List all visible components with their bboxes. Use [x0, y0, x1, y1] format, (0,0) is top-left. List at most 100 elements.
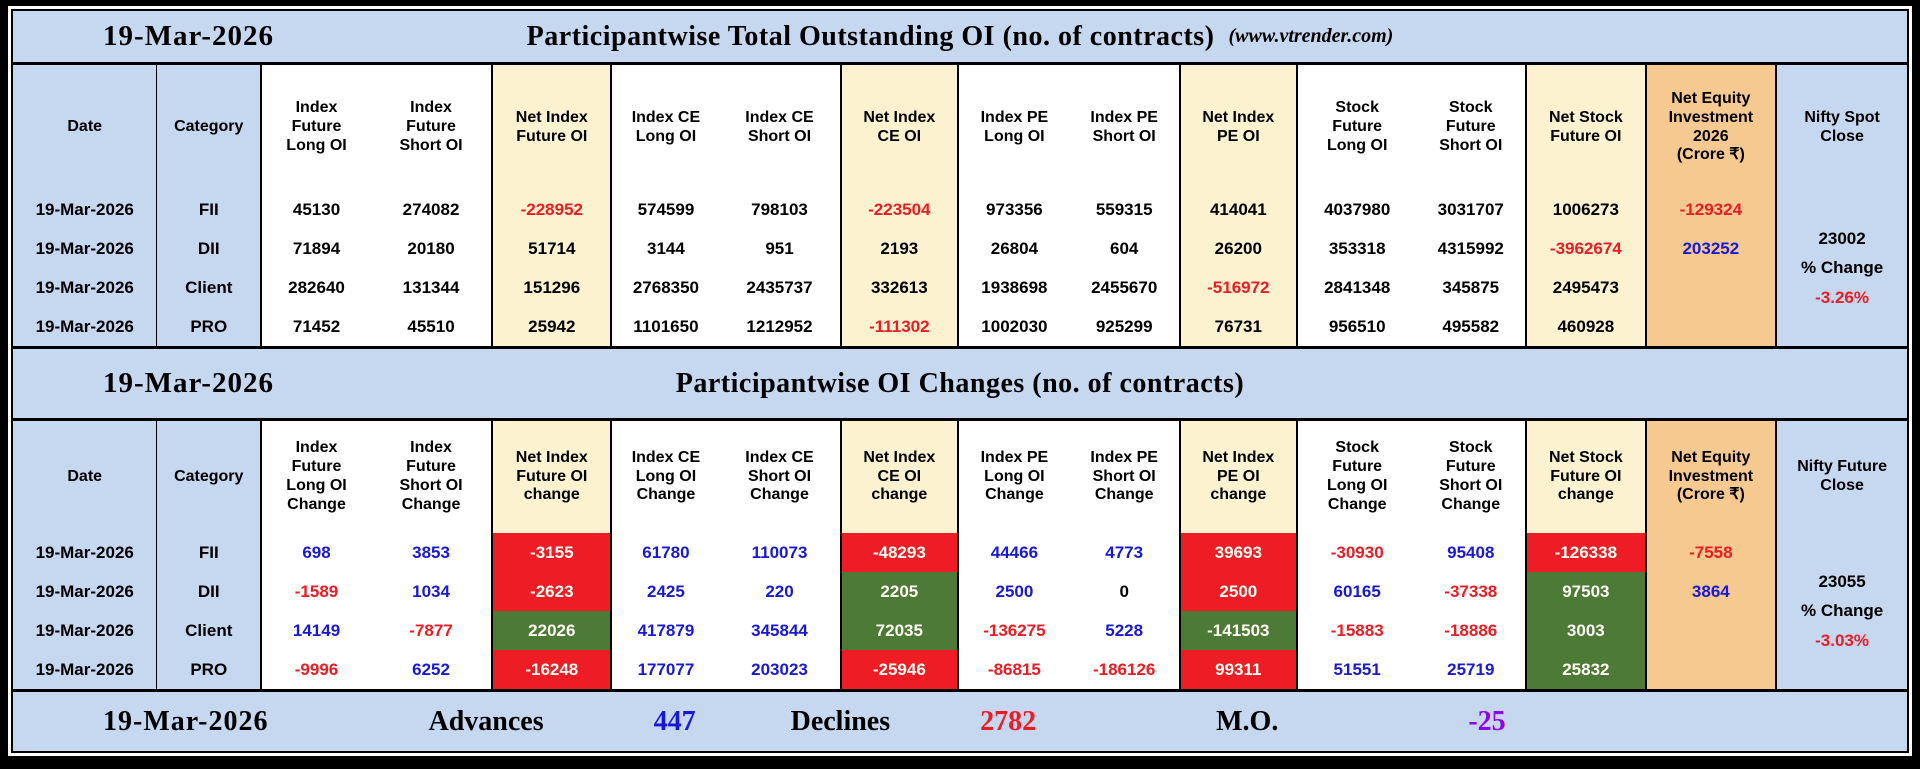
pct-change-value: -3.26%: [1815, 287, 1870, 307]
table-row: 19-Mar-2026 DII 71894 20180 51714 3144 951 2193…: [13, 229, 1907, 268]
table-cell: 345875: [1416, 268, 1528, 307]
table-cell: -111302: [840, 307, 960, 346]
column-header: Index PE Long OI Change: [958, 421, 1070, 533]
oi-changes-table-wrap: Date Category Index Future Long OI Change I…: [13, 421, 1907, 689]
column-header: Net Stock Future OI: [1526, 65, 1647, 190]
table-row: 19-Mar-2026 FII 45130 274082 -228952 574599 79…: [13, 190, 1907, 346]
column-header: Stock Future Long OI Change: [1297, 421, 1417, 533]
outstanding-oi-date: 19-Mar-2026: [103, 20, 274, 52]
table-cell: [1645, 268, 1778, 307]
table-cell: 1212952: [719, 307, 842, 346]
column-header: Net Index PE OI change: [1179, 421, 1299, 533]
table-cell: 1034: [370, 572, 494, 611]
column-header: Index CE Long OI Change: [611, 421, 720, 533]
table-cell: 417879: [611, 611, 720, 650]
pct-change-label: % Change: [1800, 601, 1884, 620]
column-header: Index PE Short OI: [1069, 65, 1181, 190]
table-cell: 45510: [370, 307, 494, 346]
summary-date: 19-Mar-2026: [103, 705, 269, 737]
table-cell: 3144: [611, 229, 720, 268]
table-cell: 177077: [611, 650, 720, 689]
close-value: 23002: [1818, 228, 1866, 248]
table-cell: 1101650: [611, 307, 720, 346]
table-cell: 203252: [1645, 229, 1778, 268]
table-cell: [1645, 307, 1778, 346]
mo-label: M.O.: [1216, 705, 1279, 737]
header-row: Date Category Index Future Long OI Index Fu…: [13, 65, 1907, 190]
table-row: 19-Mar-2026 FII 698 3853 -3155 61780 110073 -48…: [13, 533, 1907, 689]
column-header: Date: [13, 65, 158, 190]
column-header: Index Future Long OI: [261, 65, 371, 190]
table-cell: 20180: [370, 229, 494, 268]
table-cell: [1645, 611, 1778, 650]
table-cell: 2768350: [611, 268, 720, 307]
table-cell: -25946: [840, 650, 960, 689]
oi-changes-title: Participantwise OI Changes (no. of contr…: [675, 367, 1245, 399]
outstanding-oi-table: Date Category Index Future Long OI Index Fu…: [13, 65, 1907, 346]
table-cell: 14149: [261, 611, 371, 650]
column-header: Nifty Future Close: [1776, 421, 1907, 533]
table-cell: 151296: [492, 268, 613, 307]
column-header: Index CE Long OI: [611, 65, 720, 190]
column-header: Net Index CE OI change: [840, 421, 960, 533]
table-cell: 3853: [370, 533, 494, 572]
column-header: Net Index Future OI: [492, 65, 613, 190]
table-cell: 25832: [1526, 650, 1647, 689]
table-row: 19-Mar-2026 DII -1589 1034 -2623 2425 220 2205 2…: [13, 572, 1907, 611]
table-cell: -15883: [1297, 611, 1417, 650]
table-cell: 956510: [1297, 307, 1417, 346]
outstanding-oi-titlebar: 19-Mar-2026 Participantwise Total Outsta…: [13, 11, 1907, 65]
column-header: Index Future Short OI Change: [370, 421, 494, 533]
table-cell: 45130: [261, 190, 371, 229]
market-summary-bar: 19-Mar-2026 Advances 447 Declines 2782 M…: [13, 689, 1907, 751]
column-header: Net Equity Investment (Crore ₹): [1645, 421, 1778, 533]
table-cell: 495582: [1416, 307, 1528, 346]
table-cell: -223504: [840, 190, 960, 229]
table-cell: -141503: [1179, 611, 1299, 650]
pct-change-value: -3.03%: [1815, 630, 1870, 650]
table-cell: 460928: [1526, 307, 1647, 346]
table-cell: -186126: [1069, 650, 1181, 689]
category-cell: Client: [156, 611, 263, 650]
date-cell: 19-Mar-2026: [13, 533, 158, 572]
category-cell: PRO: [156, 307, 263, 346]
close-column-cell: 23002 % Change -3.26%: [1776, 190, 1907, 346]
table-row: 19-Mar-2026 PRO 71452 45510 25942 1101650 1212…: [13, 307, 1907, 346]
table-cell: -9996: [261, 650, 371, 689]
table-cell: 71894: [261, 229, 371, 268]
table-cell: 2495473: [1526, 268, 1647, 307]
column-header: Category: [156, 421, 263, 533]
category-cell: DII: [156, 572, 263, 611]
column-header: Index CE Short OI Change: [719, 421, 842, 533]
column-header: Stock Future Long OI: [1297, 65, 1417, 190]
date-cell: 19-Mar-2026: [13, 307, 158, 346]
table-cell: 72035: [840, 611, 960, 650]
date-cell: 19-Mar-2026: [13, 268, 158, 307]
table-cell: 973356: [958, 190, 1070, 229]
table-cell: -7558: [1645, 533, 1778, 572]
table-cell: -126338: [1526, 533, 1647, 572]
table-cell: 22026: [492, 611, 613, 650]
category-cell: FII: [156, 190, 263, 229]
table-cell: -18886: [1416, 611, 1528, 650]
table-cell: 26804: [958, 229, 1070, 268]
table-cell: 2500: [958, 572, 1070, 611]
table-cell: 353318: [1297, 229, 1417, 268]
table-cell: 4315992: [1416, 229, 1528, 268]
table-cell: 76731: [1179, 307, 1299, 346]
table-cell: 6252: [370, 650, 494, 689]
table-cell: 798103: [719, 190, 842, 229]
table-cell: 25942: [492, 307, 613, 346]
table-cell: -136275: [958, 611, 1070, 650]
close-value: 23055: [1818, 571, 1866, 591]
table-cell: 61780: [611, 533, 720, 572]
table-cell: [1645, 650, 1778, 689]
table-cell: -516972: [1179, 268, 1299, 307]
table-cell: 220: [719, 572, 842, 611]
column-header: Index Future Long OI Change: [261, 421, 371, 533]
column-header: Date: [13, 421, 158, 533]
category-cell: PRO: [156, 650, 263, 689]
table-cell: 4037980: [1297, 190, 1417, 229]
category-cell: Client: [156, 268, 263, 307]
column-header: Net Stock Future OI change: [1526, 421, 1647, 533]
